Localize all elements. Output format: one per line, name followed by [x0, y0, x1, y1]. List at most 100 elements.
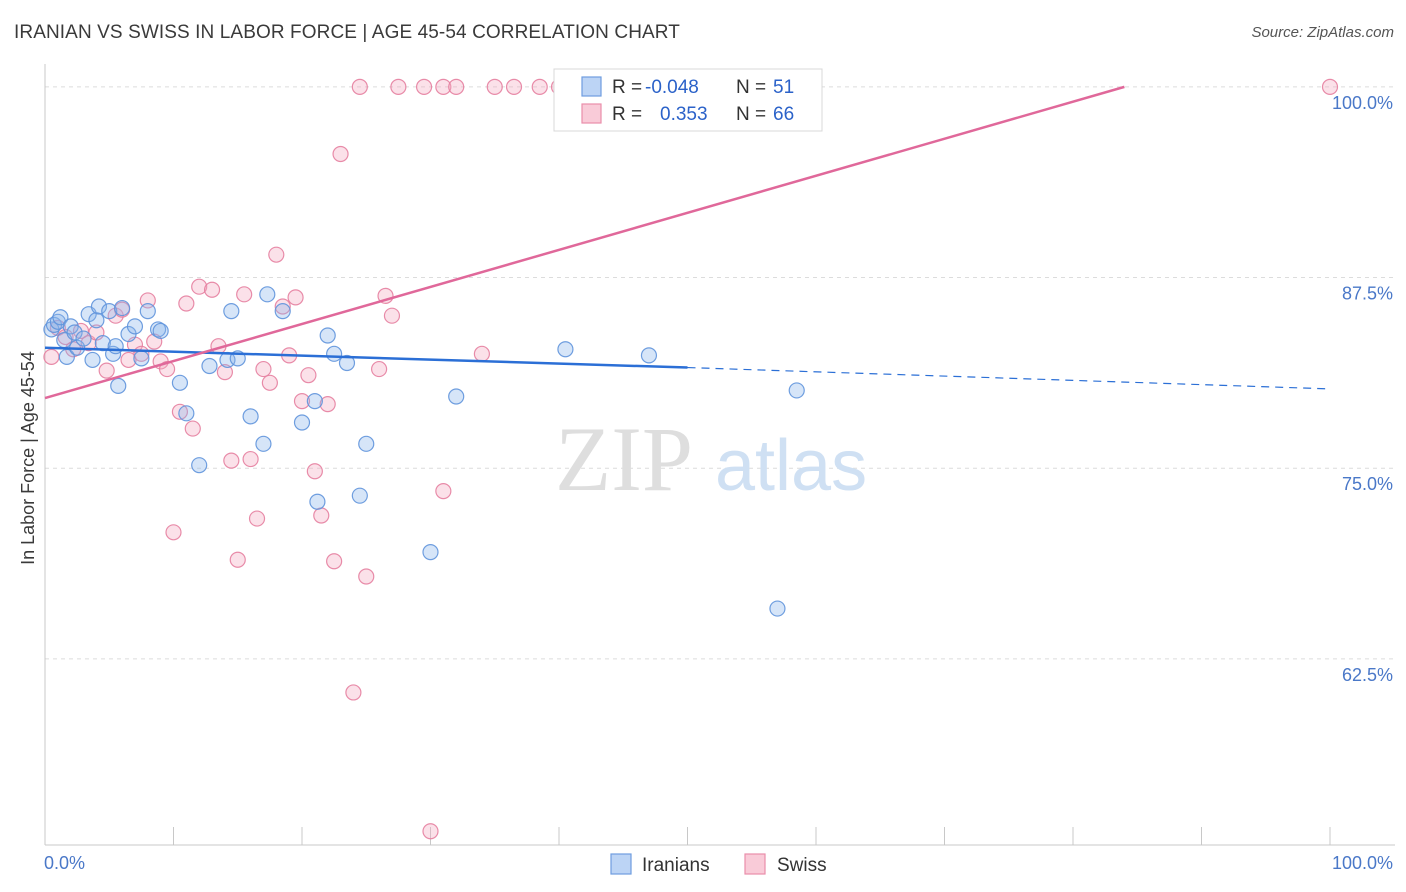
swiss-point-44 [358, 568, 375, 585]
swiss-point-26 [229, 551, 246, 568]
swiss-point-65 [1321, 78, 1339, 95]
chart-title: IRANIAN VS SWISS IN LABOR FORCE | AGE 45… [14, 22, 680, 43]
iranians-point-36 [274, 303, 291, 320]
swiss-point-43 [345, 684, 362, 701]
iranians-point-48 [640, 347, 658, 364]
swiss-point-29 [248, 510, 266, 527]
swiss-point-50 [473, 345, 490, 362]
swiss-point-27 [236, 286, 253, 303]
iranians-point-21 [126, 318, 144, 335]
iranians-point-40 [319, 327, 336, 344]
iranians-point-18 [110, 377, 127, 394]
swiss-point-48 [422, 823, 439, 840]
iranians-point-38 [306, 393, 323, 410]
iranians-point-28 [191, 457, 208, 474]
iranians-point-23 [139, 303, 156, 320]
iranians-point-34 [255, 435, 272, 452]
iranians-point-47 [557, 341, 574, 358]
iranians-point-11 [84, 351, 101, 369]
watermark-zip: ZIP [555, 408, 693, 510]
iranians-point-49 [769, 600, 786, 617]
swiss-point-54 [435, 78, 452, 95]
iranians-point-15 [101, 303, 118, 320]
iranians-point-42 [338, 354, 356, 372]
legend-r-label-iranians: R = [612, 77, 642, 98]
iranians-point-22 [133, 350, 150, 367]
legend-n-label-iranians: N = [736, 77, 766, 98]
swiss-point-42 [332, 145, 349, 163]
y-tick-labels: 62.5% 75.0% 87.5% 100.0% [1332, 93, 1393, 685]
iranians-point-17 [107, 338, 124, 355]
y-tick-label-2: 87.5% [1342, 284, 1393, 304]
swiss-point-22 [203, 281, 221, 298]
swiss-point-7 [98, 362, 115, 379]
swiss-point-49 [435, 483, 452, 500]
swiss-point-19 [178, 295, 195, 312]
swiss-point-39 [313, 507, 330, 524]
iranians-point-25 [152, 322, 169, 340]
iranians-point-27 [178, 405, 195, 422]
swiss-point-58 [531, 78, 548, 95]
bottom-legend-label-swiss: Swiss [777, 855, 827, 876]
bottom-legend-swatch-swiss [744, 853, 766, 875]
iranians-point-50 [788, 382, 805, 399]
swiss-point-40 [319, 396, 336, 413]
legend-n-value-iranians: 51 [773, 77, 794, 98]
swiss-point-55 [448, 78, 465, 95]
x-tick-label-0: 0.0% [44, 853, 85, 873]
swiss-point-53 [415, 78, 433, 95]
iranians-point-39 [309, 493, 326, 510]
swiss-point-56 [486, 78, 503, 95]
watermark-atlas: atlas [715, 426, 867, 506]
stats-legend: R = -0.048 N = 51 R = 0.353 N = 66 [553, 68, 823, 132]
swiss-point-35 [287, 289, 304, 306]
iranians-point-45 [422, 544, 439, 561]
swiss-point-37 [300, 367, 317, 384]
series-iranians-points [43, 286, 805, 617]
iranians-point-7 [66, 324, 83, 341]
swiss-point-57 [505, 78, 523, 95]
legend-r-value-iranians: -0.048 [645, 77, 699, 98]
iranians-trend-extension [687, 366, 1331, 390]
trend-lines [44, 85, 1331, 400]
swiss-point-21 [191, 278, 208, 295]
swiss-point-10 [120, 351, 137, 369]
swiss-point-41 [326, 553, 343, 570]
swiss-point-18 [171, 403, 189, 420]
iranians-point-44 [358, 435, 375, 452]
source-label: Source: ZipAtlas.com [1251, 24, 1394, 41]
x-tick-label-1: 100.0% [1332, 853, 1393, 873]
legend-r-value-swiss: 0.353 [660, 104, 708, 125]
y-tick-label-1: 75.0% [1342, 474, 1393, 494]
iranians-point-33 [242, 408, 259, 425]
gridlines [45, 86, 1395, 660]
iranians-point-13 [90, 298, 108, 315]
x-tick-labels: 0.0% 100.0% [44, 853, 1393, 873]
iranians-point-37 [293, 414, 311, 431]
legend-swatch-swiss [581, 103, 602, 124]
swiss-point-36 [293, 393, 311, 410]
y-tick-label-0: 62.5% [1342, 665, 1393, 685]
legend-n-label-swiss: N = [736, 104, 766, 125]
iranians-point-43 [351, 487, 368, 504]
bottom-legend-swatch-iranians [610, 853, 632, 875]
legend-n-value-swiss: 66 [773, 104, 794, 125]
swiss-point-30 [255, 360, 272, 378]
swiss-point-25 [223, 452, 240, 469]
iranians-trend-line [44, 346, 688, 369]
y-tick-label-3: 100.0% [1332, 93, 1393, 113]
swiss-point-24 [216, 364, 233, 381]
legend-swatch-iranians [581, 76, 602, 97]
swiss-point-45 [371, 360, 388, 378]
swiss-point-20 [184, 420, 201, 437]
swiss-point-38 [306, 463, 323, 480]
series-legend: Iranians Swiss [610, 853, 827, 876]
iranians-point-41 [326, 345, 343, 362]
iranians-point-46 [448, 388, 465, 405]
swiss-point-31 [261, 374, 278, 391]
legend-r-label-swiss: R = [612, 104, 642, 125]
iranians-point-24 [149, 321, 167, 338]
swiss-point-51 [351, 78, 368, 95]
swiss-point-32 [268, 246, 285, 263]
